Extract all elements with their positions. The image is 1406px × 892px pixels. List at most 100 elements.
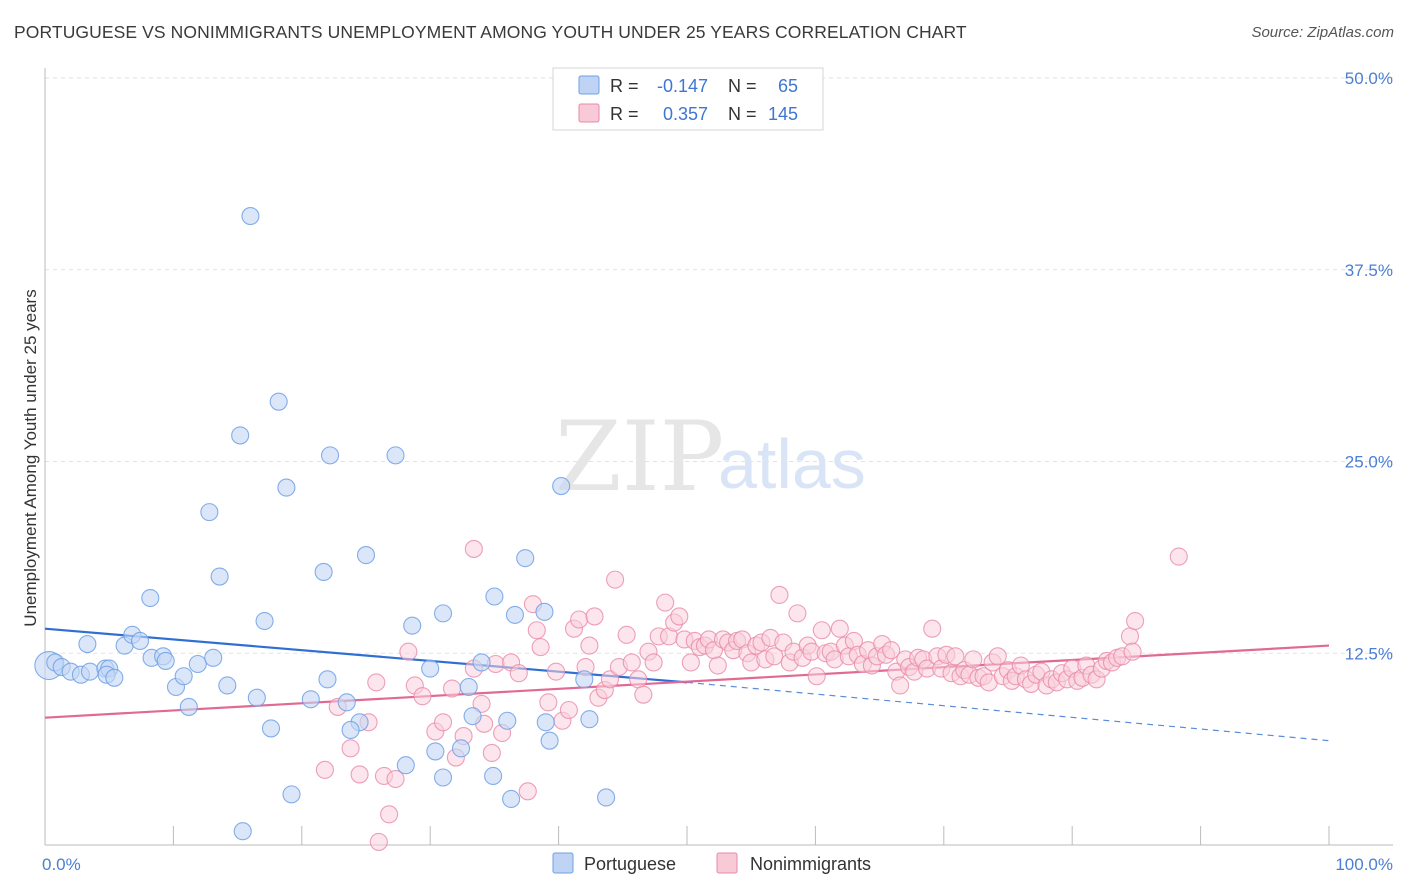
portuguese-point xyxy=(269,392,288,411)
nonimmigrants-point xyxy=(527,621,546,640)
legend-n-label: N = xyxy=(728,76,757,96)
portuguese-point xyxy=(105,668,124,687)
nonimmigrants-point xyxy=(546,662,566,681)
nonimmigrants-point xyxy=(413,687,432,706)
nonimmigrants-point xyxy=(539,693,558,712)
nonimmigrants-point xyxy=(681,653,700,672)
y-tick-label: 37.5% xyxy=(1345,261,1393,280)
legend-series: Portuguese Nonimmigrants xyxy=(552,852,871,874)
nonimmigrants-point xyxy=(580,636,599,655)
portuguese-point xyxy=(459,677,478,697)
nonimmigrants-point xyxy=(656,593,675,612)
x-tick-labels: 0.0% 100.0% xyxy=(42,855,1393,874)
nonimmigrants-point xyxy=(617,625,636,644)
nonimmigrants-point xyxy=(882,641,901,660)
nonimmigrants-point xyxy=(509,664,528,683)
nonimmigrants-point xyxy=(708,656,727,675)
data-points xyxy=(34,207,1188,851)
nonimmigrants-point xyxy=(464,539,483,558)
portuguese-point xyxy=(433,604,453,623)
nonimmigrants-point xyxy=(812,621,831,640)
portuguese-point xyxy=(485,587,504,606)
portuguese-point xyxy=(540,731,559,750)
portuguese-point xyxy=(141,588,160,608)
portuguese-point xyxy=(314,562,333,581)
portuguese-point xyxy=(403,616,422,635)
nonimmigrants-point xyxy=(518,782,537,801)
portuguese-point xyxy=(472,653,491,672)
portuguese-point xyxy=(282,785,301,804)
nonimmigrants-point xyxy=(442,679,462,698)
portuguese-point xyxy=(78,634,97,654)
nonimmigrants-point xyxy=(386,769,405,789)
portuguese-point xyxy=(516,549,535,568)
x-tick-label: 0.0% xyxy=(42,855,81,874)
portuguese-point xyxy=(210,567,229,586)
nonimmigrants-point xyxy=(629,670,648,689)
watermark-zip: ZIP xyxy=(555,401,724,513)
portuguese-point xyxy=(247,688,266,707)
legend-n-value: 145 xyxy=(768,104,798,124)
nonimmigrants-point xyxy=(634,685,653,704)
axes xyxy=(44,68,1393,846)
portuguese-point xyxy=(451,739,471,758)
portuguese-point xyxy=(552,476,571,496)
portuguese-point xyxy=(179,697,198,716)
nonimmigrants-point xyxy=(482,743,501,763)
portuguese-point xyxy=(597,788,616,807)
nonimmigrants-point xyxy=(964,650,983,669)
portuguese-point xyxy=(204,648,223,667)
portuguese-point xyxy=(255,611,274,631)
nonimmigrants-point xyxy=(472,694,491,713)
portuguese-point xyxy=(433,768,453,787)
legend-r-value: -0.147 xyxy=(657,76,708,96)
portuguese-point xyxy=(426,742,445,761)
portuguese-point xyxy=(484,766,503,786)
portuguese-point xyxy=(463,707,482,726)
nonimmigrants-point xyxy=(765,647,784,666)
portuguese-point xyxy=(231,426,250,445)
portuguese-point xyxy=(575,670,594,689)
y-tick-labels: 12.5% 25.0% 37.5% 50.0% xyxy=(1345,69,1393,663)
portuguese-point xyxy=(80,662,99,681)
source-label: Source: ZipAtlas.com xyxy=(1251,24,1394,41)
nonimmigrants-point xyxy=(770,585,789,605)
portuguese-point xyxy=(261,719,281,738)
portuguese-point xyxy=(386,446,405,465)
nonimmigrants-point xyxy=(585,607,604,626)
portuguese-point xyxy=(356,546,376,565)
portuguese-point xyxy=(277,478,296,497)
portuguese-point xyxy=(498,711,517,730)
nonimmigrants-point xyxy=(600,670,620,689)
portuguese-point xyxy=(241,207,260,226)
nonimmigrants-point xyxy=(433,713,453,732)
nonimmigrants-point xyxy=(622,653,641,672)
portuguese-point xyxy=(341,720,360,740)
x-tick-label: 100.0% xyxy=(1335,855,1393,874)
legend-swatch-portuguese xyxy=(578,75,600,95)
nonimmigrants-point xyxy=(1169,547,1188,566)
nonimmigrants-point xyxy=(1126,611,1145,631)
y-tick-label: 25.0% xyxy=(1345,453,1393,472)
nonimmigrants-point xyxy=(369,832,388,851)
portuguese-point xyxy=(301,690,320,709)
nonimmigrants-point xyxy=(1120,627,1140,646)
portuguese-point xyxy=(580,710,599,729)
portuguese-point xyxy=(318,670,337,689)
legend-label-portuguese: Portuguese xyxy=(584,854,676,874)
y-axis-title: Unemployment Among Youth under 25 years xyxy=(21,289,40,626)
nonimmigrants-point xyxy=(559,700,578,720)
nonimmigrants-point xyxy=(807,667,826,686)
nonimmigrants-point xyxy=(988,647,1007,666)
legend-label-nonimmigrants: Nonimmigrants xyxy=(750,854,871,874)
portuguese-point xyxy=(130,631,150,651)
legend-r-label: R = xyxy=(610,76,639,96)
legend-swatch-nonimmigrants xyxy=(578,103,600,123)
nonimmigrants-point xyxy=(315,760,334,779)
portuguese-point xyxy=(320,446,340,465)
nonimmigrants-point xyxy=(570,610,589,629)
watermark-atlas: atlas xyxy=(718,425,866,503)
portuguese-point xyxy=(233,822,252,841)
portuguese-point xyxy=(188,654,207,674)
